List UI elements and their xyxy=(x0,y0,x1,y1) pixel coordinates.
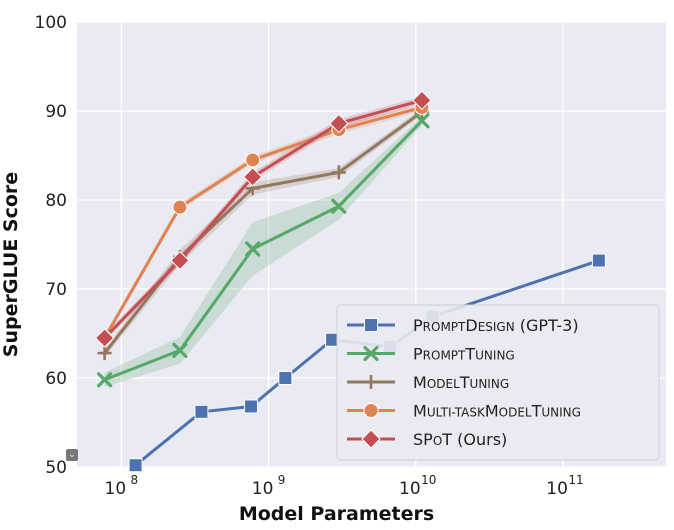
y-tick-label: 70 xyxy=(45,280,67,300)
legend-label-part: ODEL xyxy=(499,406,532,420)
legend-marker xyxy=(363,345,379,362)
data-point xyxy=(170,250,190,271)
legend-label-part: (Ours) xyxy=(452,430,507,449)
y-tick-label: 80 xyxy=(45,191,67,211)
legend-box xyxy=(336,304,660,461)
data-point xyxy=(172,342,188,359)
x-tick-label: 10 xyxy=(252,479,274,499)
legend-marker xyxy=(364,318,378,332)
legend-marker xyxy=(364,375,378,389)
y-tick-label: 50 xyxy=(45,458,67,478)
legend-entry: PROMPTDESIGN (GPT-3) xyxy=(413,316,579,335)
data-point xyxy=(331,198,347,214)
legend-label-part: ROMPT xyxy=(423,349,466,363)
legend-label-part: P xyxy=(413,316,423,335)
legend-label-part: M xyxy=(485,402,499,421)
legend-label-part: ESIGN xyxy=(478,320,515,334)
data-point xyxy=(97,346,112,361)
data-point xyxy=(414,113,430,129)
legend-label-part: (GPT-3) xyxy=(515,316,579,335)
data-point xyxy=(194,404,209,419)
data-point xyxy=(94,328,115,348)
data-point xyxy=(245,152,261,168)
legend-entry: MULTI-TASKMODELTUNING xyxy=(413,402,581,421)
data-point xyxy=(97,372,113,388)
x-tick-label: 10 xyxy=(399,479,421,499)
legend-label-part: ODEL xyxy=(427,377,460,391)
legend-label-part: ROMPT xyxy=(423,320,466,334)
x-tick-label: 10 xyxy=(105,479,127,499)
legend: PROMPTDESIGN (GPT-3)PROMPTTUNINGMODELTUN… xyxy=(336,304,660,461)
y-tick-label: 90 xyxy=(45,102,67,122)
data-point xyxy=(329,113,349,134)
x-tick-exponent: 11 xyxy=(568,473,583,487)
x-tick-exponent: 10 xyxy=(421,473,436,487)
data-point xyxy=(172,199,188,215)
legend-label-part: T xyxy=(441,430,452,449)
data-point xyxy=(242,167,263,187)
legend-entry: SPOT (Ours) xyxy=(413,430,507,449)
data-point xyxy=(245,241,261,257)
x-axis-label: Model Parameters xyxy=(239,503,434,525)
data-point xyxy=(412,90,432,111)
x-tick-exponent: 9 xyxy=(278,473,286,487)
band-1 xyxy=(104,116,422,387)
data-point xyxy=(591,253,606,268)
y-axis-label: SuperGLUE Score xyxy=(0,172,22,357)
legend-label-part: M xyxy=(413,402,427,421)
x-tick-label: 10 xyxy=(546,479,568,499)
y-tick-labels: 50 60 70 80 90 100 xyxy=(35,13,67,478)
legend-label-part: UNING xyxy=(475,349,515,363)
legend-label-part: ULTI-TASK xyxy=(427,406,486,420)
x-tick-exponent: 8 xyxy=(131,473,139,487)
legend-entry: MODELTUNING xyxy=(413,373,509,392)
legend-label-part: T xyxy=(531,402,542,421)
legend-label-part: UNING xyxy=(470,377,510,391)
legend-label-part: UNING xyxy=(541,406,581,420)
y-tick-label: 100 xyxy=(35,13,67,33)
legend-marker xyxy=(363,403,379,418)
legend-entry: PROMPTTUNING xyxy=(413,345,515,364)
legend-label-part: P xyxy=(413,345,423,364)
data-point xyxy=(278,371,293,385)
legend-label-part: T xyxy=(464,345,475,364)
legend-label-part: D xyxy=(465,316,477,335)
legend-label-part: M xyxy=(413,373,427,392)
legend-label-part: T xyxy=(459,373,470,392)
y-tick-label: 60 xyxy=(45,369,67,389)
legend-label-part: SP xyxy=(413,430,433,449)
data-point xyxy=(331,165,346,180)
legend-label-part: O xyxy=(433,434,442,448)
chevron-down-icon[interactable]: ⌄ xyxy=(66,449,78,461)
data-point xyxy=(128,458,143,473)
x-tick-labels: 10 8 10 9 10 10 10 11 xyxy=(105,473,584,499)
legend-marker xyxy=(361,429,381,449)
data-point xyxy=(244,399,259,414)
